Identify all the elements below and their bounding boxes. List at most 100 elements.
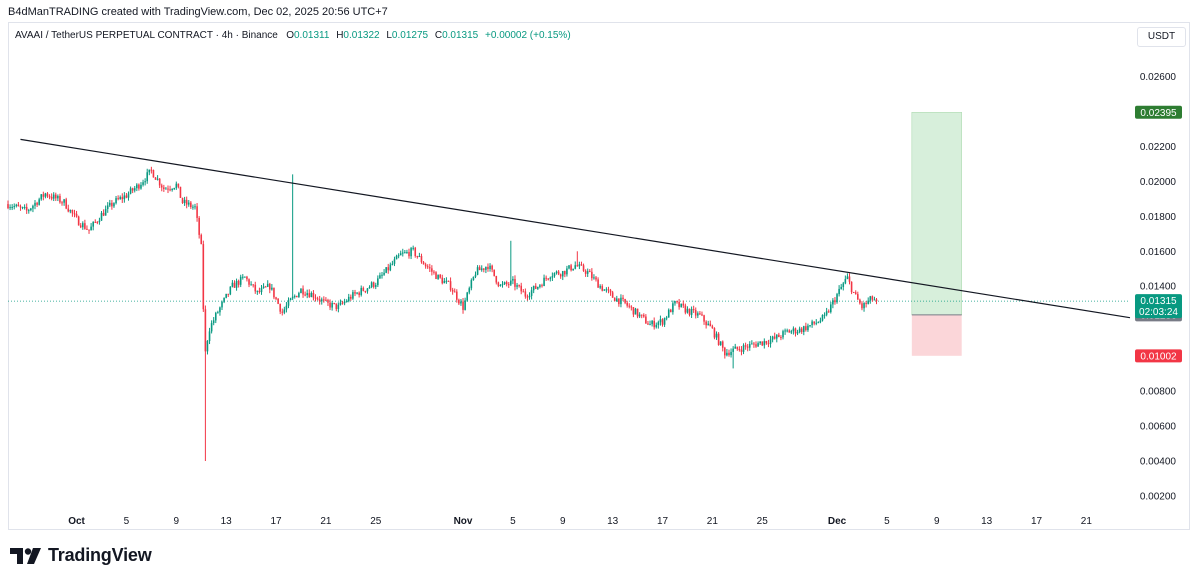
candle-body — [300, 288, 302, 294]
candle-body — [308, 293, 311, 298]
candle-body — [534, 285, 537, 289]
candle-body — [574, 265, 577, 269]
candle-body — [167, 188, 169, 190]
candle-body — [661, 319, 664, 325]
candle-body — [77, 216, 80, 226]
tradingview-logo[interactable]: TradingView — [10, 545, 152, 566]
candle-body — [264, 286, 267, 288]
candle-body — [356, 292, 358, 294]
candle-body — [790, 331, 793, 333]
candle-body — [703, 315, 705, 322]
currency-button[interactable]: USDT — [1137, 27, 1186, 47]
candle-body — [726, 352, 728, 356]
candle-body — [185, 199, 188, 205]
candle-body — [759, 341, 761, 344]
x-tick-label: 5 — [884, 516, 890, 527]
candle-body — [615, 298, 618, 302]
candle-body — [528, 295, 531, 298]
candle-body — [520, 285, 523, 292]
candle-body — [314, 297, 317, 299]
candle-body — [570, 265, 572, 271]
candle-body — [38, 199, 40, 205]
candle-body — [632, 307, 635, 315]
candle-body — [23, 206, 26, 208]
candle-body — [561, 271, 564, 277]
candle-body — [724, 347, 726, 356]
candle-body — [761, 341, 764, 346]
candle-body — [838, 288, 840, 295]
candle-body — [133, 188, 136, 191]
candle-body — [595, 277, 597, 280]
candle-body — [9, 207, 11, 209]
candle-body — [127, 193, 130, 198]
candle-body — [823, 314, 826, 316]
candle-body — [503, 282, 506, 284]
candle-body — [258, 290, 261, 293]
candle-body — [11, 206, 13, 208]
x-tick-label: Nov — [454, 516, 473, 527]
candle-body — [771, 336, 774, 340]
target-zone — [911, 112, 962, 316]
candle-body — [555, 271, 558, 273]
candle-body — [780, 337, 782, 339]
x-tick-label: 25 — [370, 516, 382, 527]
candle-body — [304, 294, 306, 296]
y-tick-label: 0.00800 — [1140, 387, 1177, 398]
candle-body — [869, 296, 872, 301]
candle-body — [840, 286, 842, 289]
candle-body — [104, 209, 107, 216]
candle-body — [115, 198, 117, 204]
candle-body — [173, 188, 176, 190]
candle-body — [254, 284, 257, 292]
y-tick-label: 0.02000 — [1140, 177, 1177, 188]
x-tick-label: 21 — [1081, 516, 1093, 527]
symbol-name: AVAAI / TetherUS PERPETUAL CONTRACT · 4h… — [15, 30, 278, 41]
candle-body — [291, 296, 294, 299]
candle-body — [636, 308, 639, 317]
stop-price-label-bg — [1135, 349, 1182, 363]
candle-body — [414, 247, 417, 256]
candle-body — [543, 277, 545, 286]
candle-body — [852, 291, 855, 293]
candle-body — [645, 316, 647, 324]
candle-body — [582, 265, 585, 271]
candle-body — [850, 281, 853, 292]
close-value: 0.01315 — [442, 30, 479, 41]
candle-body — [557, 271, 560, 275]
candle-body — [187, 202, 190, 205]
candle-body — [805, 326, 807, 331]
candle-body — [350, 296, 352, 299]
candle-body — [397, 255, 400, 257]
candle-body — [676, 301, 678, 303]
candle-body — [439, 274, 441, 278]
candle-body — [100, 212, 103, 221]
candle-body — [379, 275, 381, 279]
candle-body — [813, 321, 815, 324]
candle-body — [48, 196, 51, 198]
candle-body — [123, 195, 126, 200]
candle-body — [233, 282, 236, 288]
candle-body — [25, 206, 28, 211]
candle-body — [464, 300, 466, 310]
x-tick-label: 9 — [174, 516, 180, 527]
candle-body — [657, 322, 660, 325]
candle-body — [169, 189, 171, 191]
candle-body — [15, 204, 18, 207]
candle-body — [73, 213, 76, 215]
candle-body — [854, 292, 857, 295]
candle-body — [593, 277, 595, 279]
candle-body — [395, 255, 398, 260]
candle-body — [468, 288, 471, 293]
candle-body — [229, 286, 232, 295]
candle-body — [501, 283, 504, 286]
candle-body — [347, 296, 350, 302]
candle-body — [832, 300, 834, 305]
candle-body — [337, 304, 340, 310]
candle-body — [244, 276, 246, 278]
candle-body — [198, 217, 200, 235]
candle-body — [202, 244, 205, 310]
candle-body — [566, 268, 568, 275]
candle-body — [111, 202, 113, 207]
candle-body — [374, 285, 377, 287]
